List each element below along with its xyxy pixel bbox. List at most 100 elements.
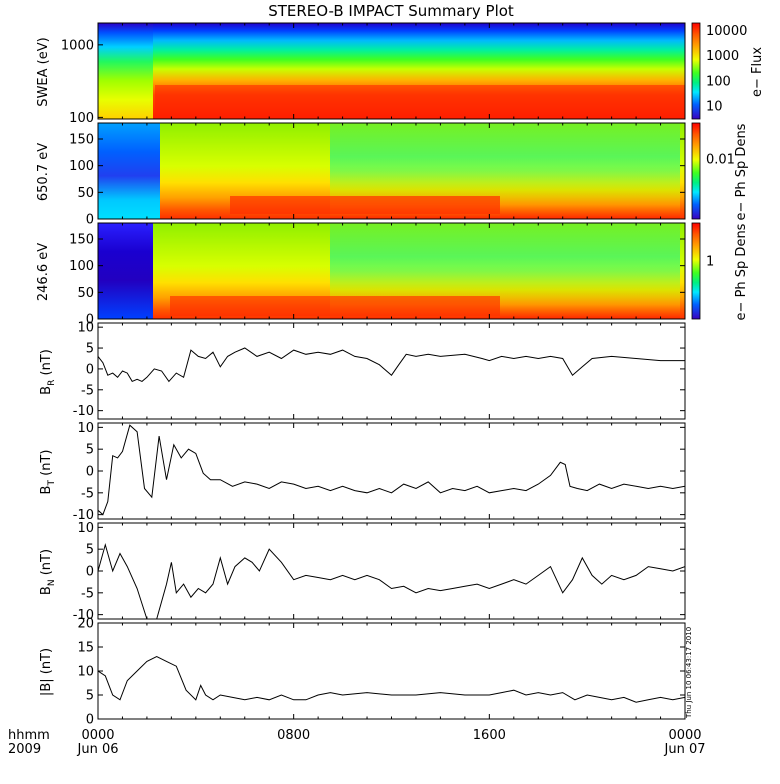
swea-heatmap-high-flux: [155, 85, 685, 119]
pad650-colorbar-strip: [691, 122, 701, 220]
bmag-panel: 20 15 10 5 0 |B| (nT): [39, 617, 686, 728]
y-tick-label: -10: [73, 608, 94, 623]
y-tick-label: -5: [81, 486, 94, 501]
y-tick-label: 5: [86, 342, 94, 357]
y-tick-label: 10: [77, 421, 94, 436]
y-tick-label: 10: [77, 665, 94, 680]
bn-ylabel: BN (nT): [39, 549, 57, 595]
y-tick-label: 1000: [61, 38, 94, 53]
br-ylabel: BR (nT): [39, 349, 57, 395]
bmag-ylabel: |B| (nT): [39, 648, 54, 696]
y-tick-label: 0: [86, 313, 94, 328]
pad246-yticks: 150 100 50 0: [69, 233, 685, 328]
br-series-line: [98, 347, 685, 383]
pad246-colorbar-ticks: 1: [706, 255, 714, 270]
pad650-colorbar: 0.01 e− Ph Sp Dens: [691, 122, 749, 220]
colorbar-tick-label: 1000: [706, 49, 739, 64]
bn-panel: 10 5 0 -5 -10 BN (nT): [39, 521, 686, 623]
swea-colorbar: 10000 1000 100 10 e− Flux: [691, 22, 765, 120]
y-tick-label: -10: [73, 404, 94, 419]
y-tick-label: 50: [77, 186, 94, 201]
br-panel: 10 5 0 -5 -10 BR (nT): [39, 321, 686, 420]
br-yticks: 10 5 0 -5 -10: [73, 321, 685, 419]
bmag-yticks: 20 15 10 5 0: [77, 617, 685, 728]
x-ticks-panel-5: [97, 523, 686, 619]
y-tick-label: 10: [77, 521, 94, 536]
swea-ylabel: SWEA (eV): [36, 37, 51, 106]
y-tick-label: 50: [77, 286, 94, 301]
bn-frame: [97, 522, 686, 620]
y-tick-label: 100: [69, 259, 94, 274]
y-tick-label: 15: [77, 641, 94, 656]
pad650-panel: 650.7 eV 150 100 50 0: [36, 122, 686, 228]
bn-series-line: [98, 542, 685, 619]
y-tick-label: 20: [77, 617, 94, 632]
bn-yticks: 10 5 0 -5 -10: [73, 521, 685, 623]
bt-panel: 10 5 0 -5 -10 BT (nT): [39, 421, 686, 523]
figure-title: STEREO-B IMPACT Summary Plot: [268, 2, 514, 20]
pad246-colorbar-strip: [691, 222, 701, 320]
pad650-heatmap-low-pitch: [230, 196, 500, 214]
colorbar-tick-label: 0.01: [706, 153, 735, 168]
y-tick-label: 150: [69, 233, 94, 248]
y-tick-label: 100: [69, 111, 94, 126]
swea-panel: SWEA (eV) 1000 100: [36, 22, 686, 126]
x-tick-label-time: 0000: [81, 728, 114, 743]
y-tick-label: 5: [86, 689, 94, 704]
colorbar-tick-label: 100: [706, 74, 731, 89]
bt-ylabel: BT (nT): [39, 450, 57, 495]
pad246-colorbar-label: e− Ph Sp Dens: [734, 223, 749, 320]
x-axis-corner-label-year: 2009: [8, 742, 41, 757]
colorbar-tick-label: 10: [706, 99, 723, 114]
bmag-frame: [97, 622, 686, 720]
y-tick-label: 5: [86, 443, 94, 458]
pad650-heatmap-early: [98, 123, 160, 219]
y-tick-label: 0: [86, 362, 94, 377]
x-ticks-panel-1: [97, 123, 686, 219]
pad246-panel: 246.6 eV 150 100 50 0: [36, 222, 686, 328]
pad246-ylabel: 246.6 eV: [36, 243, 51, 301]
generation-timestamp: Thu Jun 10 06:43:17 2010: [685, 627, 693, 719]
y-tick-label: 10: [77, 321, 94, 336]
bt-yticks: 10 5 0 -5 -10: [73, 421, 685, 523]
swea-heatmap-early: [98, 23, 153, 119]
pad650-ylabel: 650.7 eV: [36, 143, 51, 201]
bmag-series-line: [98, 656, 685, 703]
y-tick-label: 100: [69, 159, 94, 174]
y-tick-label: -10: [73, 508, 94, 523]
pad650-yticks: 150 100 50 0: [69, 133, 685, 228]
colorbar-tick-label: 10000: [706, 24, 747, 39]
x-axis-corner-label-hhmm: hhmm: [8, 728, 50, 743]
y-tick-label: 0: [86, 213, 94, 228]
y-tick-label: 5: [86, 543, 94, 558]
x-tick-label-date: Jun 07: [664, 742, 706, 757]
br-frame: [97, 322, 686, 420]
pad650-colorbar-label: e− Ph Sp Dens: [734, 123, 749, 220]
y-tick-label: 0: [86, 565, 94, 580]
pad246-heatmap-early: [98, 223, 153, 319]
swea-colorbar-strip: [691, 22, 701, 120]
pad246-heatmap-low-pitch: [170, 296, 500, 316]
pad650-colorbar-ticks: 0.01: [706, 153, 735, 168]
x-ticks-panel-3: [97, 323, 686, 419]
x-ticks-panel-0: [97, 23, 686, 119]
y-tick-label: -5: [81, 586, 94, 601]
y-tick-label: 0: [86, 465, 94, 480]
colorbar-tick-label: 1: [706, 255, 714, 270]
x-tick-label-time: 1600: [473, 728, 506, 743]
bt-frame: [97, 422, 686, 520]
x-tick-label-time: 0000: [668, 728, 701, 743]
swea-yticks: 1000 100: [61, 38, 103, 126]
x-ticks-panel-4: [97, 423, 686, 519]
pad246-colorbar: 1 e− Ph Sp Dens: [691, 222, 749, 320]
x-ticks-panel-2: [97, 223, 686, 319]
bt-series-line: [98, 424, 685, 516]
x-tick-label-time: 0800: [277, 728, 310, 743]
y-tick-label: 150: [69, 133, 94, 148]
swea-colorbar-label: e− Flux: [750, 47, 765, 97]
swea-colorbar-ticks: 10000 1000 100 10: [706, 24, 747, 114]
x-ticks-panel-6: [97, 623, 686, 719]
